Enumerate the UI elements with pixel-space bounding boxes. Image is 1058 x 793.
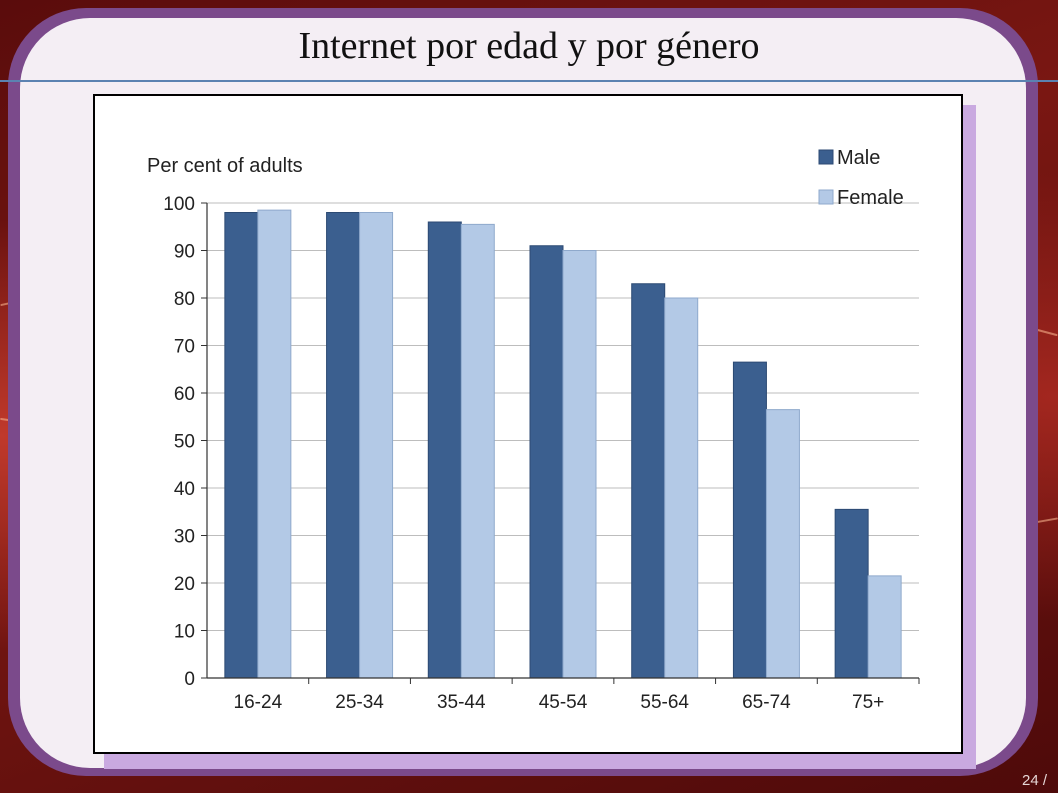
legend-label-female: Female: [837, 187, 904, 209]
bar-male-45-54: [529, 245, 564, 679]
legend-swatch-female: [818, 189, 834, 205]
y-tick-label: 30: [174, 527, 195, 548]
y-tick-label: 50: [174, 432, 195, 453]
y-tick-label: 70: [174, 337, 195, 358]
x-tick-label: 16-24: [234, 692, 283, 713]
x-tick-label: 65-74: [742, 692, 791, 713]
legend: Male Female: [818, 147, 904, 209]
x-tick-labels: 16-24 25-34 35-44 45-54 55-64 65-74 75+: [234, 692, 885, 713]
y-tick-label: 0: [184, 669, 195, 690]
x-tick-label: 25-34: [335, 692, 384, 713]
x-tick-label: 45-54: [539, 692, 588, 713]
bar-chart: 0 10 20 30 40 50 60 70 80 90 100 16-24 25-34 35-44 45…: [147, 147, 920, 713]
bar-female-65-74: [765, 409, 800, 679]
legend-swatch-male: [818, 149, 834, 165]
y-axis-label: Per cent of adults: [147, 155, 303, 177]
bar-male-16-24: [224, 212, 259, 679]
bar-male-35-44: [427, 221, 462, 679]
legend-label-male: Male: [837, 147, 880, 169]
title-rule: [0, 80, 1058, 82]
page-number: 24 /: [1022, 772, 1048, 789]
x-tick-label: 35-44: [437, 692, 486, 713]
chart-container: 0 10 20 30 40 50 60 70 80 90 100 16-24 25-34 35-44 45…: [93, 94, 963, 754]
bar-male-65-74: [732, 361, 767, 679]
bar-female-55-64: [664, 297, 699, 679]
bar-male-55-64: [631, 283, 666, 679]
y-tick-label: 100: [163, 194, 195, 215]
y-tick-label: 20: [174, 574, 195, 595]
y-tick-label: 60: [174, 384, 195, 405]
y-tick-labels: 0 10 20 30 40 50 60 70 80 90 100: [163, 194, 195, 690]
bar-female-75+: [867, 575, 902, 679]
bars: [224, 209, 902, 679]
y-tick-label: 90: [174, 242, 195, 263]
bar-female-35-44: [460, 223, 495, 679]
slide-title: Internet por edad y por género: [298, 25, 760, 67]
bar-female-25-34: [359, 212, 394, 679]
axes: [206, 203, 920, 684]
title-bar: Internet por edad y por género: [0, 24, 1058, 68]
y-tick-label: 80: [174, 289, 195, 310]
x-tick-label: 75+: [852, 692, 884, 713]
y-tick-label: 10: [174, 622, 195, 643]
bar-female-16-24: [257, 209, 292, 679]
bar-male-25-34: [326, 212, 361, 679]
y-tick-label: 40: [174, 479, 195, 500]
bar-female-45-54: [562, 250, 597, 679]
bar-male-75+: [834, 508, 869, 679]
x-tick-label: 55-64: [640, 692, 689, 713]
